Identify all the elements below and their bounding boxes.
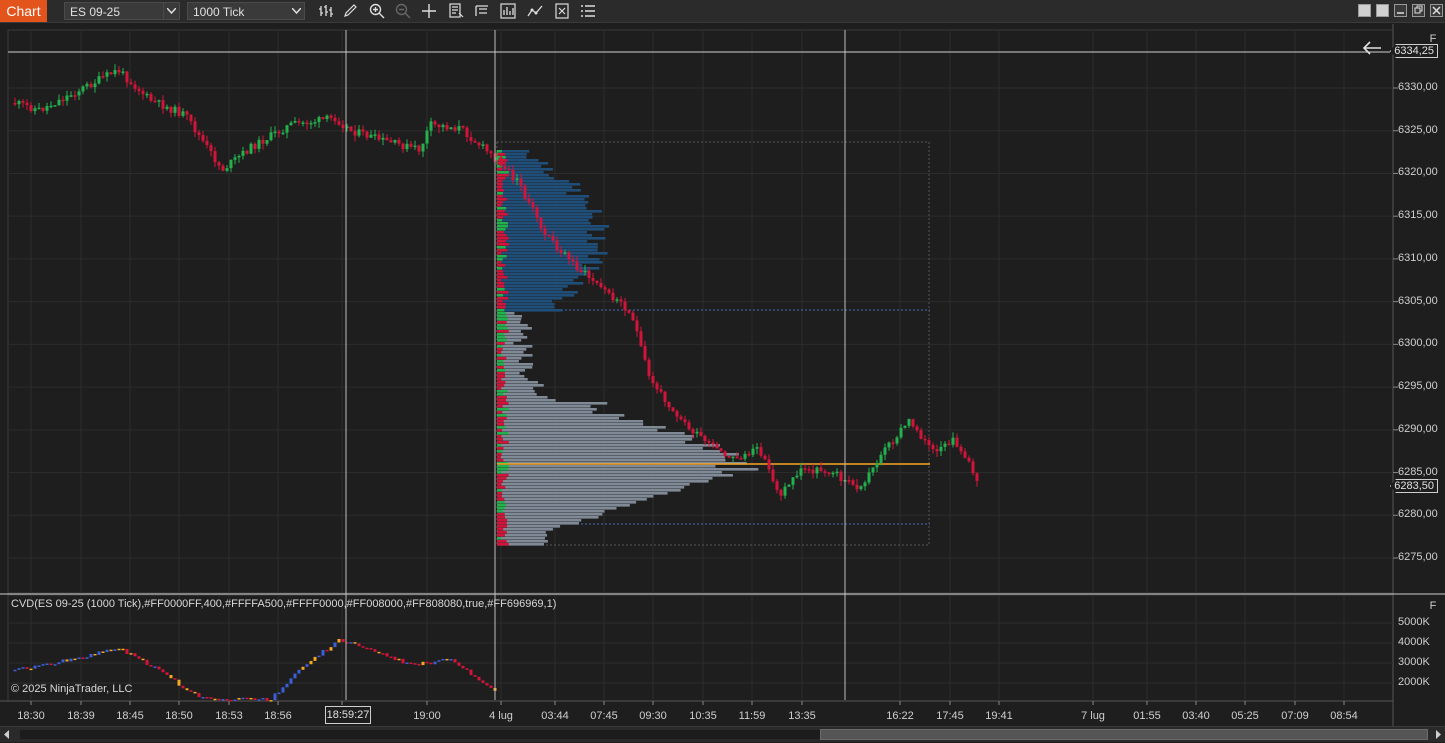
instrument-value: ES 09-25	[70, 5, 121, 19]
window-tile2-button[interactable]	[1376, 4, 1389, 17]
data-box-icon[interactable]	[446, 2, 466, 20]
time-tick-label: 10:35	[689, 710, 717, 722]
instrument-selector[interactable]: ES 09-25	[64, 2, 180, 20]
menu-icon[interactable]	[578, 2, 598, 20]
price-tick-label: 6310,00	[1398, 251, 1438, 264]
time-tick-label: 05:25	[1231, 710, 1259, 722]
cvd-indicator-title[interactable]: CVD(ES 09-25 (1000 Tick),#FF0000FF,400,#…	[11, 598, 557, 610]
price-tick-label: 6280,00	[1398, 508, 1438, 521]
cvd-tick-label: 3000K	[1398, 656, 1430, 668]
price-tick-label: 6300,00	[1398, 337, 1438, 350]
time-tick-label: 18:53	[215, 710, 243, 722]
zoom-in-icon[interactable]	[367, 2, 387, 20]
price-tick-label: 6330,00	[1398, 81, 1438, 93]
window-tile-button[interactable]	[1358, 4, 1371, 17]
price-tick-label: 6320,00	[1398, 166, 1438, 179]
chevron-down-icon[interactable]	[289, 3, 304, 19]
scroll-thumb[interactable]	[820, 729, 1428, 740]
current-price-label: 6283,50	[1390, 479, 1438, 493]
price-flag[interactable]: F	[1429, 33, 1437, 45]
restore-button[interactable]	[1412, 4, 1425, 17]
cvd-flag[interactable]: F	[1429, 600, 1437, 612]
indicators-icon[interactable]	[525, 2, 545, 20]
interval-value: 1000 Tick	[193, 5, 245, 19]
price-tick-label: 6275,00	[1398, 551, 1438, 563]
close-button[interactable]	[1430, 4, 1443, 17]
scroll-track[interactable]	[20, 730, 820, 739]
arrow-left-icon[interactable]	[1362, 41, 1382, 58]
price-tick-label: 6325,00	[1398, 123, 1438, 136]
time-tick-label: 11:59	[738, 710, 766, 722]
time-tick-label: 03:40	[1182, 710, 1210, 722]
time-tick-label: 07:09	[1281, 710, 1309, 722]
cvd-tick-label: 2000K	[1398, 676, 1430, 688]
time-tick-label: 18:45	[116, 710, 144, 722]
minimize-button[interactable]	[1394, 4, 1407, 17]
chart-toolbar: Chart ES 09-25 1000 Tick	[0, 0, 1445, 23]
time-tick-label: 18:50	[165, 710, 193, 722]
zoom-out-icon[interactable]	[393, 2, 413, 20]
time-tick-label: 13:35	[788, 710, 816, 722]
time-tick-label: 09:30	[639, 710, 667, 722]
price-tick-label: 6295,00	[1398, 380, 1438, 393]
time-tick-label: 01:55	[1133, 710, 1161, 722]
scroll-left-icon[interactable]	[0, 729, 14, 740]
bar-type-icon[interactable]	[316, 2, 336, 20]
time-tick-label: 08:54	[1330, 710, 1358, 722]
strategies-icon[interactable]	[498, 2, 518, 20]
crosshair-time-label: 18:59:27	[325, 706, 371, 724]
properties-icon[interactable]	[472, 2, 492, 20]
time-tick-label: 7 lug	[1081, 710, 1105, 722]
time-tick-label: 18:56	[264, 710, 292, 722]
time-tick-label: 18:39	[67, 710, 95, 722]
time-tick-label: 4 lug	[489, 710, 513, 722]
draw-pencil-icon[interactable]	[341, 2, 361, 20]
price-tick-label: 6285,00	[1398, 465, 1438, 478]
price-tick-label: 6315,00	[1398, 209, 1438, 222]
crosshair-icon[interactable]	[419, 2, 439, 20]
time-tick-label: 18:30	[17, 710, 45, 722]
time-tick-label: 16:22	[886, 710, 914, 722]
time-tick-label: 19:00	[413, 710, 441, 722]
copyright-text: © 2025 NinjaTrader, LLC	[11, 683, 133, 695]
price-tick-label: 6305,00	[1398, 294, 1438, 307]
time-tick-label: 07:45	[590, 710, 618, 722]
cvd-tick-label: 4000K	[1398, 636, 1430, 648]
horizontal-scrollbar[interactable]	[0, 726, 1445, 742]
scroll-right-icon[interactable]	[1431, 729, 1445, 740]
time-tick-label: 03:44	[541, 710, 569, 722]
crosshair-price-label: 6334,25	[1390, 44, 1438, 58]
time-tick-label: 19:41	[985, 710, 1013, 722]
chevron-down-icon[interactable]	[163, 3, 179, 19]
interval-selector[interactable]: 1000 Tick	[187, 2, 305, 20]
time-tick-label: 17:45	[936, 710, 964, 722]
cvd-tick-label: 5000K	[1398, 616, 1430, 628]
templates-icon[interactable]	[552, 2, 572, 20]
price-tick-label: 6290,00	[1398, 422, 1438, 435]
chart-tab[interactable]: Chart	[0, 0, 47, 22]
